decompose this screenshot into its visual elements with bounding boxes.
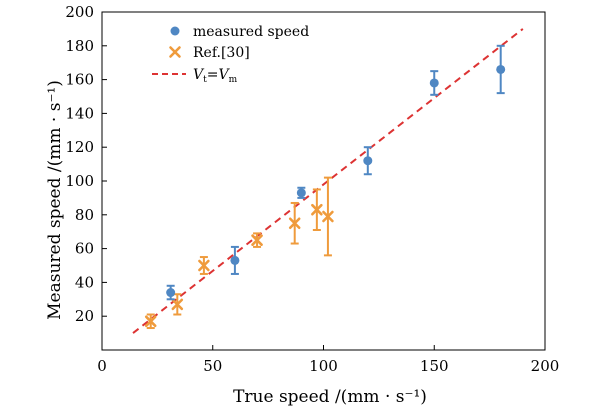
legend-marker-ref — [169, 46, 181, 58]
measured-point — [166, 288, 176, 298]
ref-point-stroke — [251, 234, 263, 246]
data-marks — [132, 28, 524, 334]
x-tick-label: 150 — [420, 357, 449, 375]
ref-point — [144, 315, 157, 328]
measured-point — [363, 156, 373, 166]
ref-point-stroke — [144, 315, 157, 328]
ref-point-stroke — [288, 217, 301, 230]
ref-point-stroke — [322, 210, 334, 223]
measured-point — [496, 64, 506, 74]
legend: measured speed Ref.[30] Vt=Vm — [152, 24, 309, 85]
legend-label-ref: Ref.[30] — [193, 45, 250, 61]
x-tick-label: 0 — [97, 357, 107, 375]
ref-point-stroke — [171, 298, 184, 311]
y-tick-label: 20 — [75, 307, 94, 325]
ref-point — [198, 259, 210, 272]
identity-line — [132, 28, 524, 334]
ref-point-stroke — [311, 203, 323, 216]
y-tick-label: 80 — [75, 206, 94, 224]
legend-label-identity: Vt=Vm — [193, 67, 238, 85]
legend-marker-measured — [170, 26, 180, 36]
x-tick-label: 100 — [309, 357, 338, 375]
ref-point — [311, 203, 323, 216]
y-tick-label: 140 — [65, 104, 94, 122]
measured-point — [429, 78, 439, 88]
y-tick-label: 100 — [65, 172, 94, 190]
x-tick-label: 200 — [531, 357, 560, 375]
y-tick-label: 200 — [65, 3, 94, 21]
y-tick-label: 120 — [65, 138, 94, 156]
y-tick-label: 160 — [65, 71, 94, 89]
y-axis-label: Measured speed /(mm · s⁻¹) — [45, 80, 65, 320]
y-tick-label: 180 — [65, 37, 94, 55]
measured-point — [296, 188, 306, 198]
ticks: 0 50 100 150 200 20 40 60 80 100 120 140 160 180 200 — [65, 3, 559, 375]
x-axis-label: True speed /(mm · s⁻¹) — [233, 387, 427, 407]
y-tick-label: 60 — [75, 240, 94, 258]
y-tick-label: 40 — [75, 273, 94, 291]
legend-eq: =V — [207, 67, 231, 83]
ref-point-stroke — [198, 259, 210, 272]
ref-point — [251, 234, 263, 246]
ref-point — [288, 217, 301, 230]
x-tick-label: 50 — [203, 357, 222, 375]
measured-point — [230, 255, 240, 265]
ref-point — [322, 210, 334, 223]
ref-point — [171, 298, 184, 311]
legend-label-measured: measured speed — [193, 24, 309, 40]
